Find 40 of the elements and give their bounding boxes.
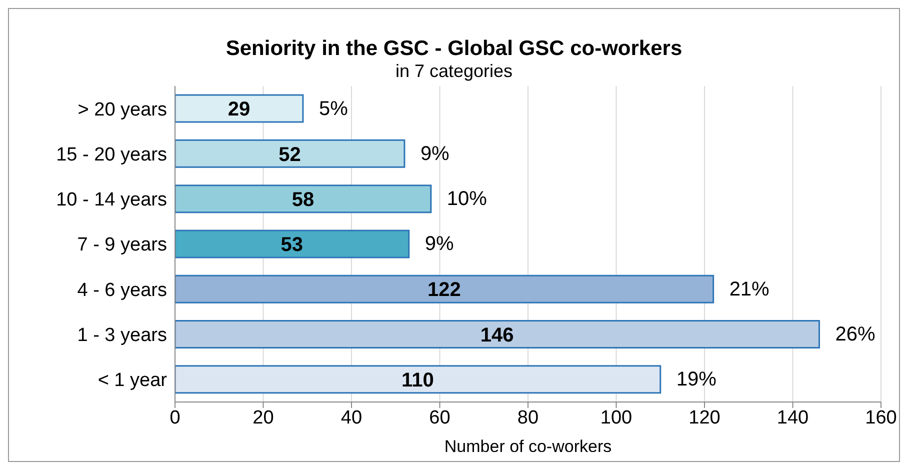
data-label: 53 [280,234,304,256]
x-tick-label: 20 [252,407,274,428]
annotation: 9% [424,233,454,256]
y-tick-label: < 1 year [98,370,168,392]
annotation: 9% [420,142,450,165]
bar [175,139,406,168]
chart-subtitle: in 7 categories [394,61,514,82]
y-tick-label: > 20 years [78,99,167,120]
annotation: 19% [676,368,717,391]
data-label: 110 [402,369,434,392]
bar [175,184,432,214]
y-tick-label: 10 - 14 years [56,190,167,211]
x-tick-label: 40 [340,407,362,428]
x-tick-label: 160 [865,407,897,428]
x-tick-label: 140 [776,407,809,428]
data-label: 52 [278,144,301,166]
x-axis-title: Number of co-workers [444,437,612,456]
bar [175,274,714,304]
data-label: 58 [292,188,314,211]
y-tick-label: 15 - 20 years [56,144,167,166]
bar [175,320,820,348]
x-tick-label: 80 [517,407,539,428]
y-tick-label: 1 - 3 years [77,325,167,346]
data-label: 122 [427,279,461,302]
bar [175,94,304,123]
bar [175,365,662,394]
x-tick-label: 100 [600,407,632,428]
y-tick-label: 7 - 9 years [77,234,167,256]
x-tick-label: 60 [429,407,450,428]
chart-title: Seniority in the GSC - Global GSC co-workers [224,37,684,61]
annotation: 5% [318,98,348,120]
data-label: 146 [480,324,514,346]
annotation: 10% [446,188,488,210]
y-tick-label: 4 - 6 years [77,280,167,301]
bar [175,230,410,258]
x-tick-label: 0 [170,407,180,428]
annotation: 26% [835,324,876,346]
x-tick-label: 120 [688,407,720,428]
annotation: 21% [729,278,770,300]
data-label: 29 [228,98,250,121]
